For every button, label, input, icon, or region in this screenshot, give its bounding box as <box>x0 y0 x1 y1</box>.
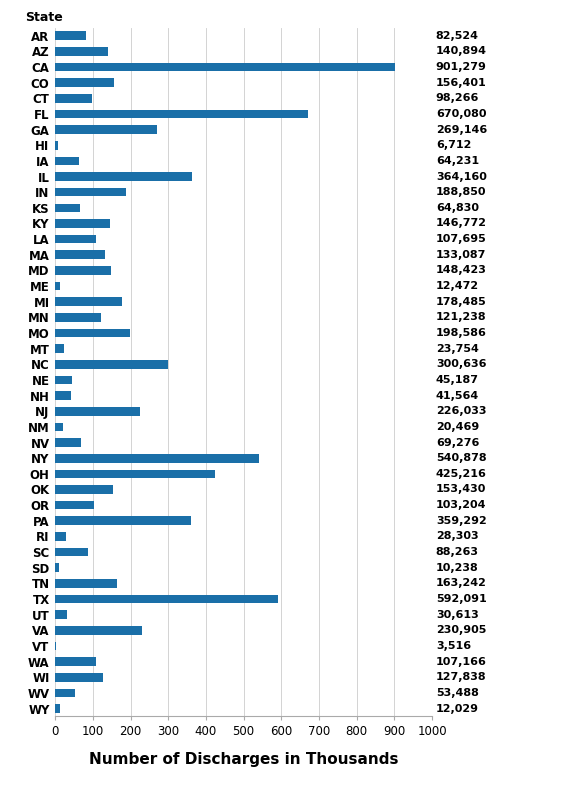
Bar <box>55 501 94 509</box>
Text: 127,838: 127,838 <box>436 673 487 682</box>
Text: 140,894: 140,894 <box>436 46 487 57</box>
Bar <box>55 251 106 259</box>
Bar <box>55 689 75 697</box>
Bar <box>55 548 88 556</box>
Bar <box>55 673 103 681</box>
Text: 88,263: 88,263 <box>436 547 479 557</box>
Text: 198,586: 198,586 <box>436 328 487 338</box>
Text: State: State <box>25 11 63 25</box>
Text: 901,279: 901,279 <box>436 62 487 72</box>
Text: 425,216: 425,216 <box>436 469 487 479</box>
Text: 300,636: 300,636 <box>436 359 487 369</box>
Bar <box>55 345 64 353</box>
Bar <box>55 266 111 275</box>
Bar <box>55 517 191 525</box>
Bar <box>55 204 79 212</box>
Text: 10,238: 10,238 <box>436 563 478 573</box>
Bar <box>55 235 96 244</box>
Bar <box>55 611 67 619</box>
Bar <box>55 110 308 119</box>
Text: 670,080: 670,080 <box>436 109 487 119</box>
Text: 107,695: 107,695 <box>436 234 487 244</box>
Text: 41,564: 41,564 <box>436 391 479 400</box>
Text: 45,187: 45,187 <box>436 375 479 385</box>
Bar <box>55 360 168 369</box>
Bar <box>55 486 113 494</box>
Bar <box>55 329 130 338</box>
Bar <box>55 392 71 400</box>
Bar <box>55 454 259 462</box>
Bar <box>55 376 72 384</box>
Text: 146,772: 146,772 <box>436 218 487 228</box>
Text: 188,850: 188,850 <box>436 187 487 197</box>
Text: 226,033: 226,033 <box>436 406 487 416</box>
Bar <box>55 564 59 572</box>
Bar <box>55 141 57 150</box>
Text: 103,204: 103,204 <box>436 500 487 510</box>
Bar <box>55 78 114 87</box>
Text: 156,401: 156,401 <box>436 78 487 88</box>
Bar <box>55 470 215 478</box>
Text: 540,878: 540,878 <box>436 453 487 463</box>
Bar <box>55 626 142 634</box>
Bar <box>55 298 122 306</box>
Bar <box>55 595 278 603</box>
Text: 69,276: 69,276 <box>436 438 479 447</box>
Bar <box>55 407 140 416</box>
Text: 269,146: 269,146 <box>436 125 487 135</box>
Text: 359,292: 359,292 <box>436 516 487 526</box>
Bar <box>55 219 110 228</box>
Bar <box>55 313 101 322</box>
Text: 30,613: 30,613 <box>436 610 478 619</box>
Text: 178,485: 178,485 <box>436 297 487 306</box>
Bar <box>55 157 79 166</box>
Bar <box>55 642 56 650</box>
Bar <box>55 188 126 197</box>
Bar <box>55 31 86 40</box>
Text: 53,488: 53,488 <box>436 688 478 698</box>
Text: 153,430: 153,430 <box>436 485 486 494</box>
Bar <box>55 439 81 447</box>
Bar <box>55 533 66 540</box>
Text: 6,712: 6,712 <box>436 140 471 150</box>
Text: 82,524: 82,524 <box>436 31 479 41</box>
Bar <box>55 423 63 431</box>
Text: 121,238: 121,238 <box>436 312 487 322</box>
Text: 163,242: 163,242 <box>436 579 487 588</box>
Text: 592,091: 592,091 <box>436 594 487 604</box>
Text: 364,160: 364,160 <box>436 171 487 181</box>
Text: 98,266: 98,266 <box>436 93 479 103</box>
Bar <box>55 282 60 291</box>
Bar <box>55 94 92 103</box>
Bar <box>55 579 117 587</box>
Text: 28,303: 28,303 <box>436 532 478 541</box>
Text: 64,231: 64,231 <box>436 156 479 166</box>
Text: 133,087: 133,087 <box>436 250 486 259</box>
Text: 148,423: 148,423 <box>436 265 487 275</box>
Text: 107,166: 107,166 <box>436 657 487 666</box>
Bar <box>55 63 395 72</box>
Text: 3,516: 3,516 <box>436 641 471 651</box>
Bar <box>55 47 108 56</box>
Text: 230,905: 230,905 <box>436 626 486 635</box>
Text: 23,754: 23,754 <box>436 344 478 353</box>
Text: 12,472: 12,472 <box>436 281 479 291</box>
Bar <box>55 657 96 666</box>
Bar <box>55 172 193 181</box>
Bar <box>55 704 60 713</box>
Bar <box>55 125 157 134</box>
Text: 20,469: 20,469 <box>436 422 479 432</box>
Text: 64,830: 64,830 <box>436 203 479 213</box>
Text: 12,029: 12,029 <box>436 704 479 713</box>
X-axis label: Number of Discharges in Thousands: Number of Discharges in Thousands <box>89 752 398 767</box>
